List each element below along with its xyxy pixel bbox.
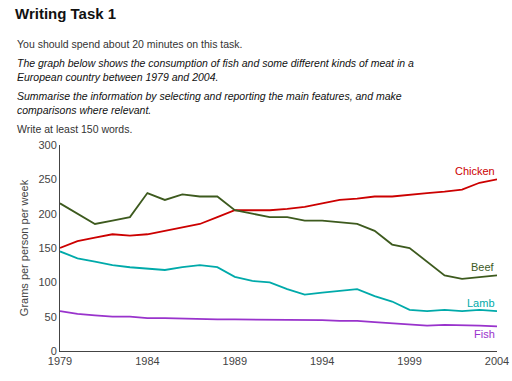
svg-text:300: 300 xyxy=(38,139,56,151)
svg-text:200: 200 xyxy=(38,208,56,220)
svg-text:2004: 2004 xyxy=(485,355,509,367)
svg-text:Grams per person per week: Grams per person per week xyxy=(18,179,30,316)
svg-text:comparisons where relevant.: comparisons where relevant. xyxy=(17,104,151,116)
svg-text:Summarise the information by s: Summarise the information by selecting a… xyxy=(17,90,402,102)
svg-text:1984: 1984 xyxy=(135,355,159,367)
svg-text:Fish: Fish xyxy=(474,328,495,340)
svg-text:Beef: Beef xyxy=(471,261,495,273)
svg-text:1979: 1979 xyxy=(48,355,72,367)
svg-text:1994: 1994 xyxy=(310,355,334,367)
svg-text:The graph below shows the cons: The graph below shows the consumption of… xyxy=(17,57,414,69)
svg-text:250: 250 xyxy=(38,173,56,185)
svg-text:Chicken: Chicken xyxy=(455,165,495,177)
svg-text:150: 150 xyxy=(38,242,56,254)
svg-text:European country between 1979: European country between 1979 and 2004. xyxy=(17,71,218,83)
svg-text:Lamb: Lamb xyxy=(467,297,495,309)
svg-text:0: 0 xyxy=(51,345,57,357)
svg-text:You should spend about 20 minu: You should spend about 20 minutes on thi… xyxy=(17,38,243,50)
svg-text:Write at least 150 words.: Write at least 150 words. xyxy=(17,123,132,135)
svg-text:Writing Task 1: Writing Task 1 xyxy=(15,5,116,22)
svg-text:1989: 1989 xyxy=(223,355,247,367)
svg-text:50: 50 xyxy=(45,311,57,323)
svg-text:1999: 1999 xyxy=(397,355,421,367)
svg-text:100: 100 xyxy=(38,276,56,288)
